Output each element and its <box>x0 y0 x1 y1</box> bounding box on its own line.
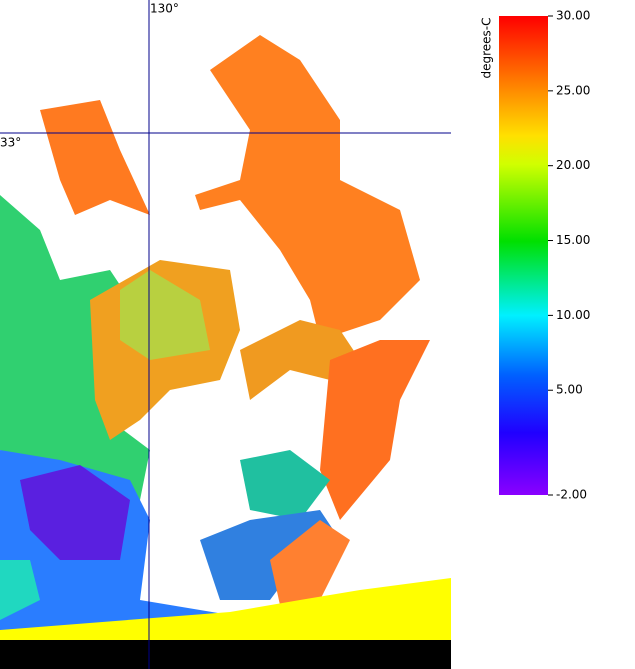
colorbar-tick-label: -2.00 <box>556 488 587 502</box>
colorbar-tick-label: 20.00 <box>556 158 590 172</box>
colorbar-tick-label: 30.00 <box>556 9 590 23</box>
colorbar-label: degrees-C <box>480 17 494 78</box>
sea-surface <box>0 35 451 669</box>
colorbar-tick-label: 5.00 <box>556 383 583 397</box>
latitude-label: 33° <box>0 136 21 150</box>
colorbar <box>499 16 548 495</box>
colorbar-tick-label: 25.00 <box>556 83 590 97</box>
colorbar-tick-label: 10.00 <box>556 308 590 322</box>
longitude-label: 130° <box>150 2 179 16</box>
colorbar-tick-label: 15.00 <box>556 233 590 247</box>
